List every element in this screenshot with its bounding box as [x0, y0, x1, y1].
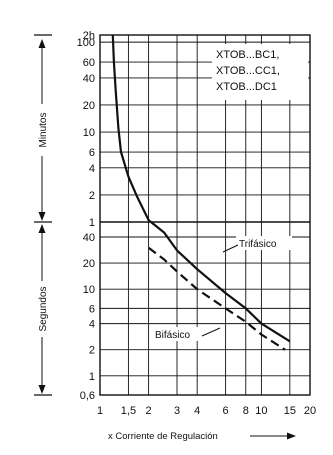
- x-tick-label: 10: [255, 405, 267, 417]
- seconds-arrow-head-bottom: [38, 385, 46, 394]
- y-tick-label: 0,6: [80, 390, 95, 402]
- annotation-leader-trifasico: [222, 244, 239, 253]
- annotation-bifasico: Bifásico: [155, 330, 190, 341]
- x-tick-label: 1: [97, 405, 103, 417]
- y-tick-label: 1: [89, 217, 95, 229]
- y-tick-label: 6: [89, 147, 95, 159]
- x-tick-label: 3: [174, 405, 180, 417]
- x-axis-label: x Corriente de Regulación: [108, 431, 218, 442]
- y-tick-label: 40: [83, 73, 95, 85]
- x-axis-arrow-head: [287, 432, 296, 440]
- y-tick-label: 20: [83, 100, 95, 112]
- y-tick-label: 100: [77, 37, 95, 49]
- y-tick-label: 4: [89, 163, 95, 175]
- x-tick-label: 15: [284, 405, 296, 417]
- y-tick-label: 20: [83, 258, 95, 270]
- x-tick-label: 6: [223, 405, 229, 417]
- y-tick-label: 2: [89, 345, 95, 357]
- annotation-backing: [236, 236, 292, 250]
- y-tick-label: 60: [83, 57, 95, 69]
- legend-model-line: XTOB...BC1,: [216, 49, 279, 61]
- y-tick-label: 10: [83, 127, 95, 139]
- x-tick-label: 8: [243, 405, 249, 417]
- x-tick-label: 2: [146, 405, 152, 417]
- x-tick-label: 1,5: [121, 405, 136, 417]
- legend-model-line: XTOB...CC1,: [216, 65, 280, 77]
- annotation-trifasico: Trifásico: [239, 239, 277, 250]
- series-line-trifasico: [111, 34, 291, 343]
- y-tick-label: 4: [89, 319, 95, 331]
- x-tick-label: 20: [304, 405, 316, 417]
- y-tick-label: 1: [89, 371, 95, 383]
- y-tick-label: 2h: [83, 30, 95, 42]
- series: [111, 34, 291, 351]
- y-tick-label: 2: [89, 190, 95, 202]
- minutes-arrow-head-bottom: [38, 212, 46, 221]
- legend-model-line: XTOB...DC1: [216, 81, 277, 93]
- y-axis-annotation: [34, 34, 296, 440]
- annotation-leader-bifasico: [201, 327, 221, 337]
- seconds-arrow-head-top: [38, 224, 46, 233]
- annotation-backing: [152, 327, 202, 341]
- y-tick-label: 10: [83, 284, 95, 296]
- legend-backing: [212, 44, 308, 100]
- seconds-label: Segundos: [38, 286, 49, 331]
- minutes-label: Minutos: [38, 112, 49, 147]
- minutes-arrow-head-top: [38, 39, 46, 48]
- series-line-bifasico: [147, 246, 286, 351]
- y-tick-label: 40: [83, 232, 95, 244]
- x-tick-label: 4: [194, 405, 200, 417]
- y-tick-label: 6: [89, 303, 95, 315]
